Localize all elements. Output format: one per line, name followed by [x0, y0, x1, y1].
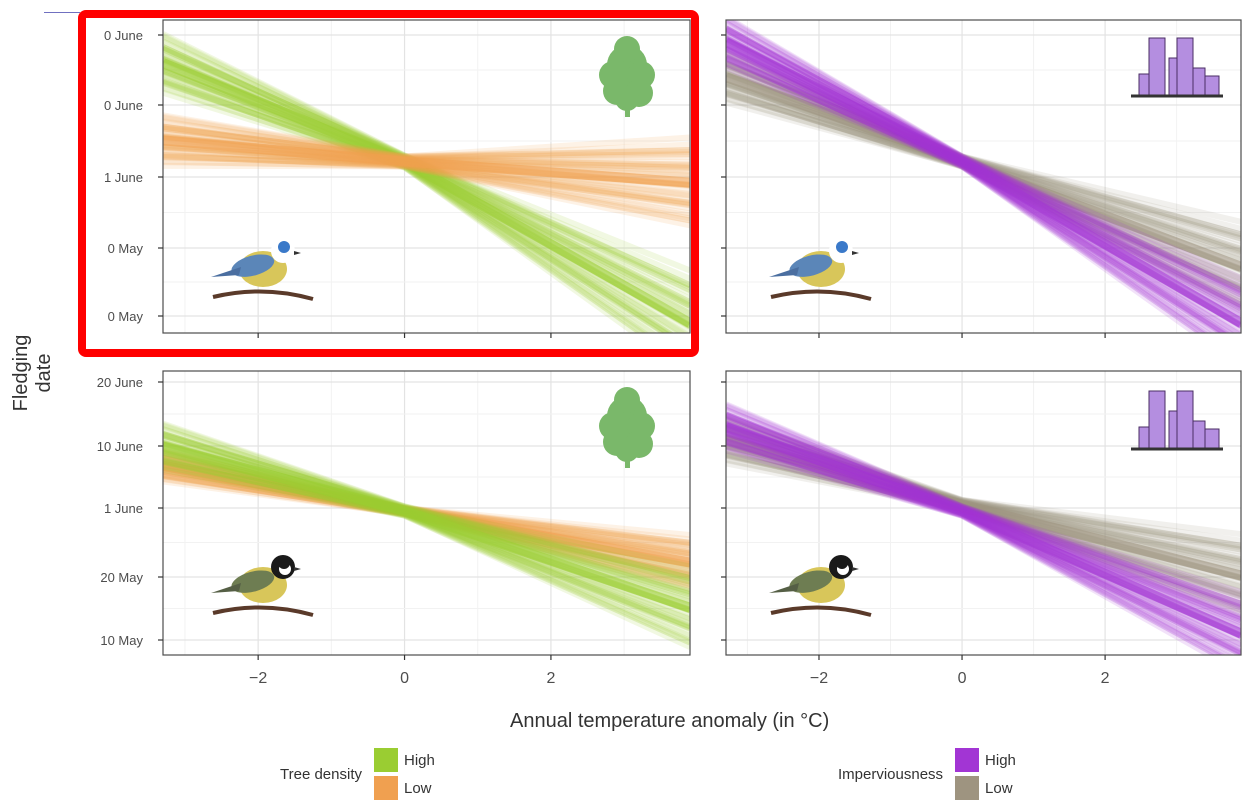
legend-title: Imperviousness	[838, 766, 943, 783]
y-tick-label: 1 June	[104, 170, 143, 185]
legend-swatch-low	[374, 776, 398, 800]
panel-bottom-right: −2 0 2	[721, 371, 1241, 687]
building	[1205, 429, 1219, 449]
y-tick-label: 0 June	[104, 28, 143, 43]
y-tick-label: 10 June	[97, 439, 143, 454]
y-tick-label: 0 May	[108, 309, 144, 324]
legend-item-low: Low	[374, 776, 435, 800]
tree-canopy	[614, 387, 640, 413]
legend-label-high: High	[985, 752, 1016, 769]
y-tick-label: 20 May	[100, 570, 143, 585]
legend-tree-density: Tree density High Low	[280, 748, 435, 800]
legend-item-high: High	[955, 748, 1016, 772]
tree-canopy	[615, 438, 639, 462]
building	[1177, 38, 1193, 96]
y-axis-title: Fledging date	[10, 318, 56, 428]
legend-label-high: High	[404, 752, 435, 769]
tree-canopy	[614, 36, 640, 62]
legend-item-low: Low	[955, 776, 1016, 800]
tree-canopy	[615, 87, 639, 111]
x-tick-label: 0	[400, 670, 409, 687]
x-tick-label: 2	[546, 670, 555, 687]
building	[1149, 391, 1165, 449]
x-tick-label: −2	[249, 670, 267, 687]
legend-item-high: High	[374, 748, 435, 772]
y-tick-label: 0 May	[108, 241, 144, 256]
legend-swatch-high	[955, 748, 979, 772]
y-tick-label: 10 May	[100, 633, 143, 648]
legend-label-low: Low	[404, 780, 432, 797]
bird-cap	[278, 557, 290, 569]
legend-swatch-low	[955, 776, 979, 800]
x-tick-label: −2	[810, 670, 828, 687]
building	[1149, 38, 1165, 96]
building	[1205, 76, 1219, 96]
x-tick-label: 2	[1101, 670, 1110, 687]
panel-top-right	[721, 17, 1241, 366]
panel-top-left: 0 June 0 June 1 June 0 May 0 May	[104, 20, 690, 373]
building	[1193, 421, 1205, 449]
panel-bottom-left: 20 June 10 June 1 June 20 May 10 May −2 0 2	[97, 371, 690, 687]
legend-title: Tree density	[280, 766, 362, 783]
x-tick-label: 0	[958, 670, 967, 687]
legend-swatch-high	[374, 748, 398, 772]
y-tick-label: 0 June	[104, 98, 143, 113]
bird-cap	[836, 557, 848, 569]
bird-cap	[836, 241, 848, 253]
legend-label-low: Low	[985, 780, 1013, 797]
y-tick-label: 20 June	[97, 375, 143, 390]
y-tick-label: 1 June	[104, 501, 143, 516]
bird-cap	[278, 241, 290, 253]
legend-imperviousness: Imperviousness High Low	[838, 748, 1016, 800]
x-axis-title: Annual temperature anomaly (in °C)	[510, 706, 910, 736]
building	[1193, 68, 1205, 96]
building	[1177, 391, 1193, 449]
